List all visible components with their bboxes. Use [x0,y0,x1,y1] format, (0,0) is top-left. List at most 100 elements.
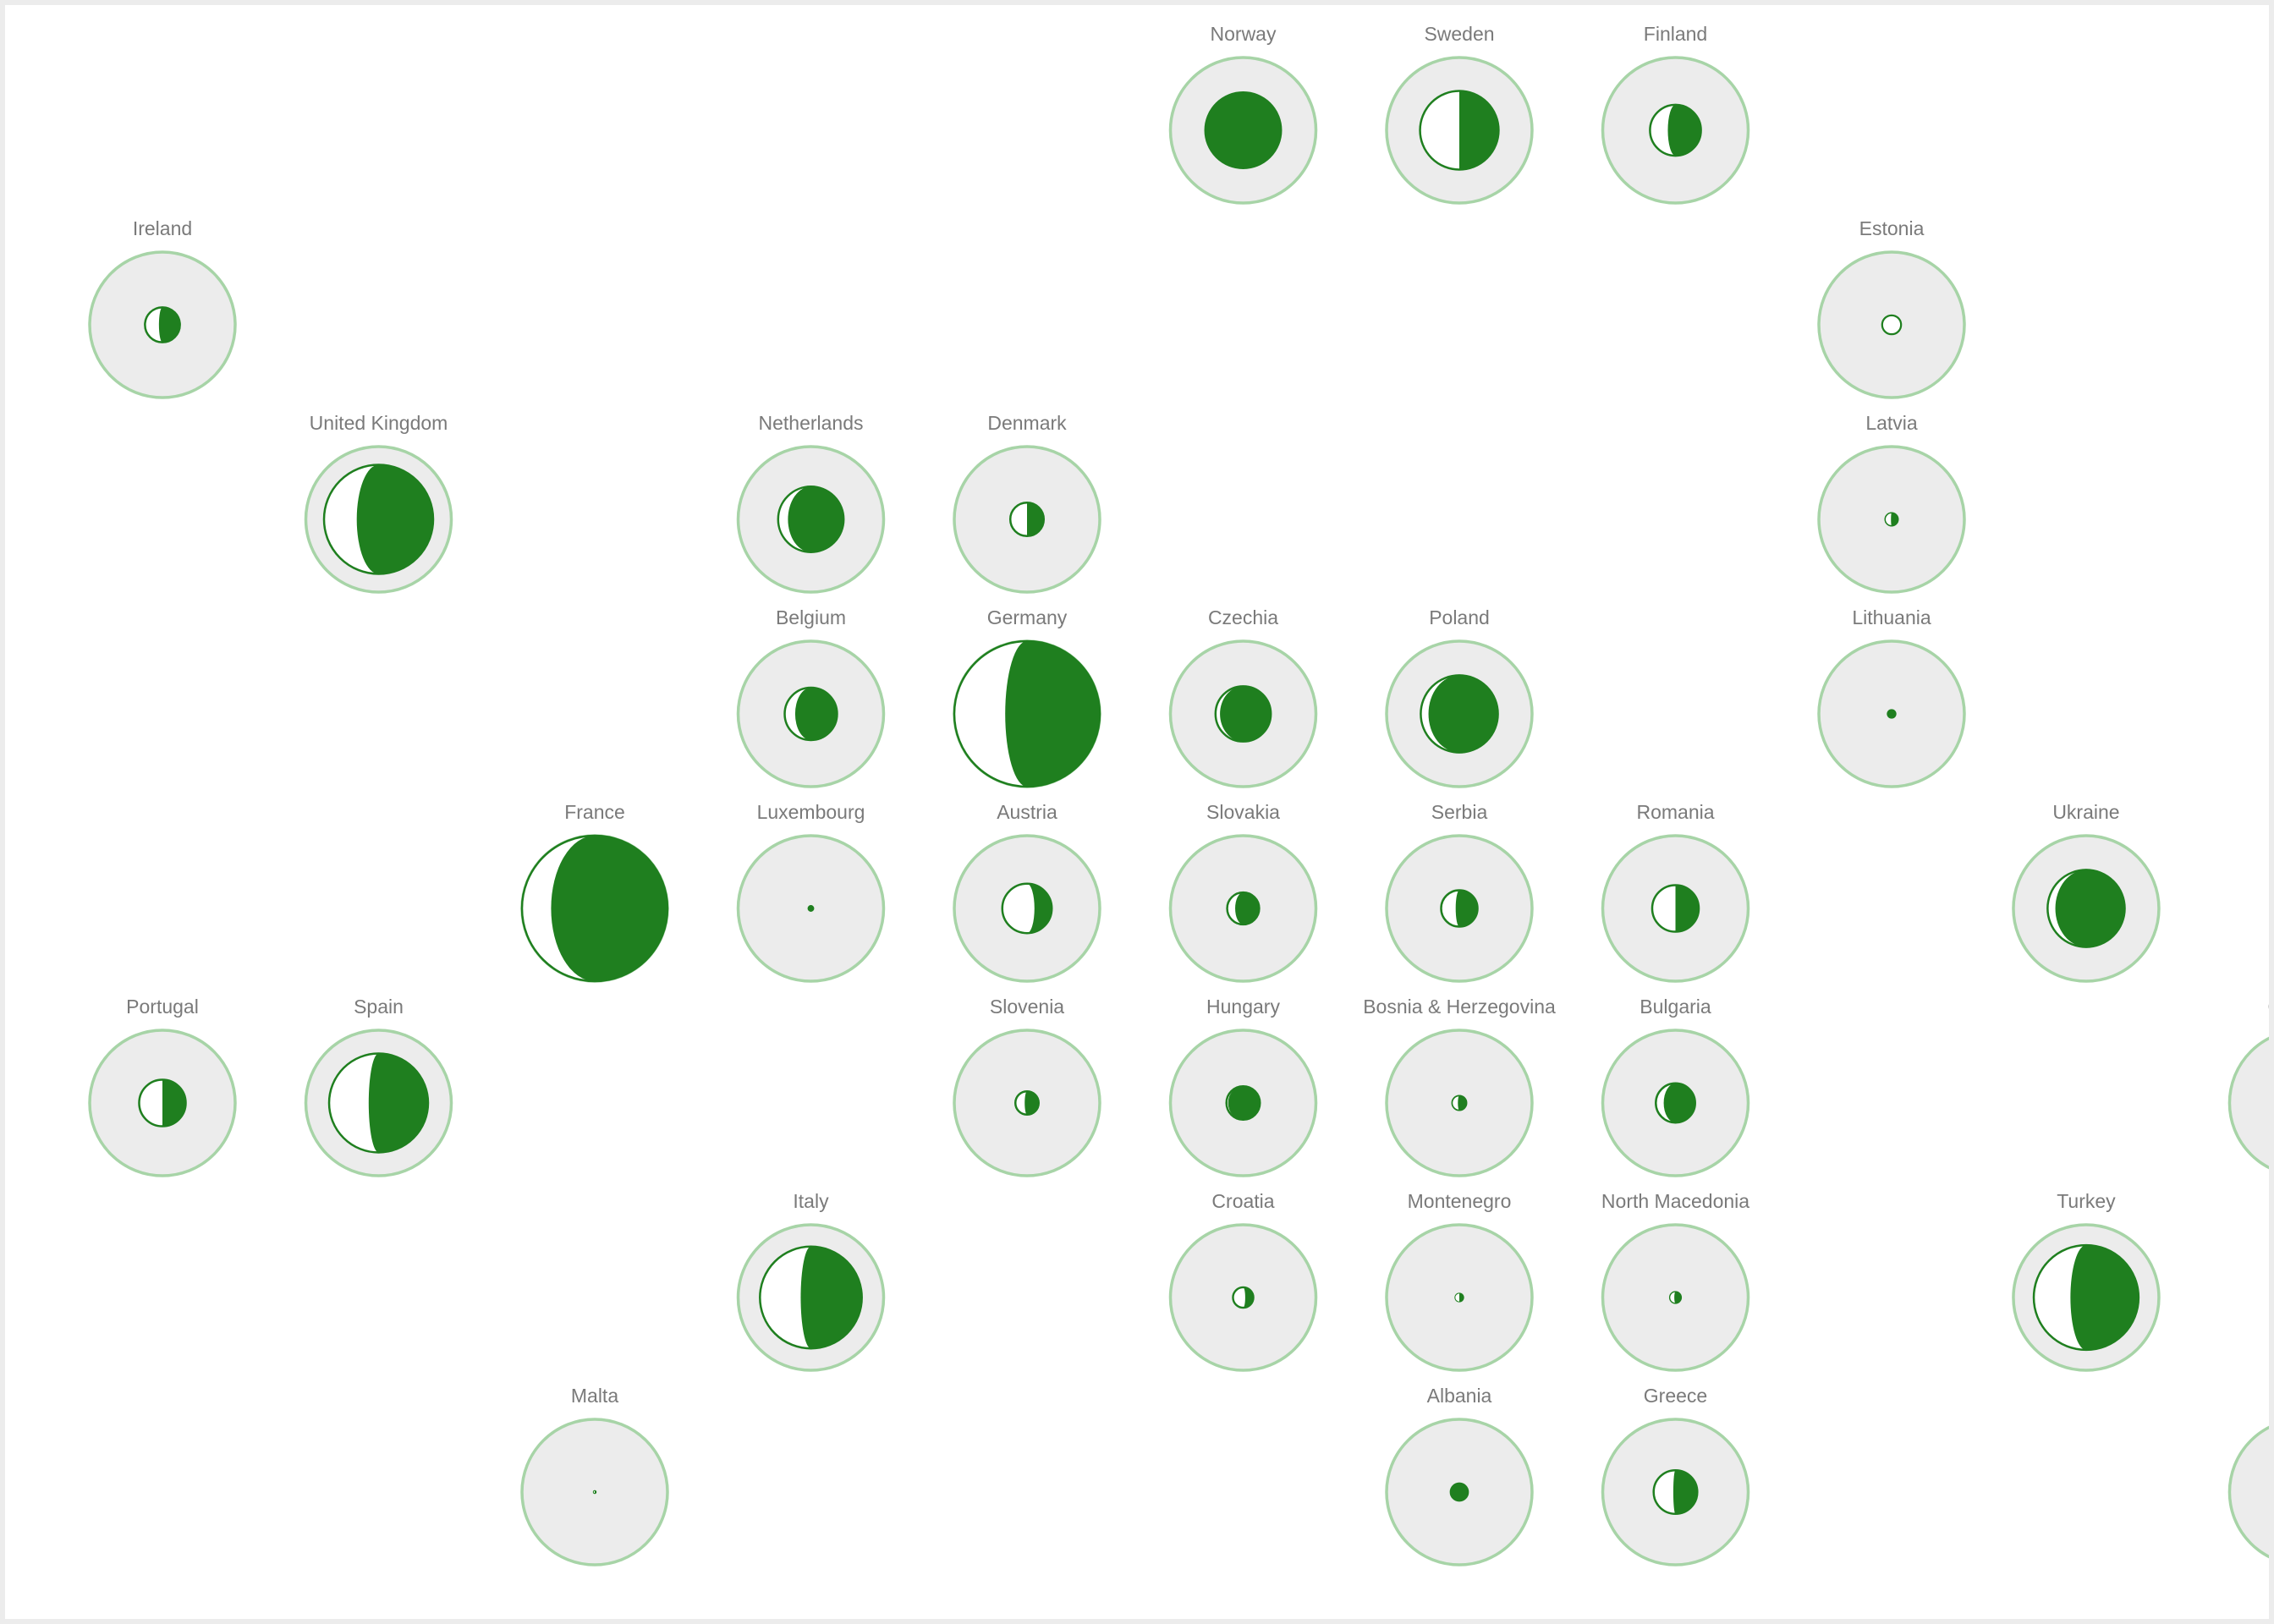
value-share [1455,890,1478,927]
country-tile-slovenia: Slovenia [953,996,1101,1177]
value-share [808,905,814,912]
country-label: Poland [1429,606,1490,628]
value-circle [1881,314,1903,336]
country-label: Czechia [1208,606,1278,628]
country-tile-greece: Greece [1601,1385,1750,1566]
country-label: Greece [1644,1385,1707,1407]
country-tile-lithuania: Lithuania [1817,606,1966,788]
value-share [368,1053,428,1153]
country-label: France [564,801,625,823]
value-share [551,836,667,981]
country-label: Portugal [126,996,199,1018]
value-share [1024,1091,1039,1115]
value-share [1027,502,1044,536]
country-label: Lithuania [1852,606,1931,628]
country-label: Bulgaria [1640,996,1711,1018]
country-tile-norway: Norway [1168,23,1318,205]
country-label: United Kingdom [310,412,448,434]
country-label: Estonia [1859,217,1925,239]
value-share [1675,885,1700,932]
country-label: Denmark [987,412,1067,434]
country-label: North Macedonia [1601,1190,1749,1212]
country-tile-ireland: Ireland [88,217,237,399]
country-tile-estonia: Estonia [1817,217,1966,399]
country-label: Italy [793,1190,829,1212]
chart-frame: Norway Sweden Finland Ireland Estonia United … [5,5,2269,1619]
country-tile-spain: Spain [304,996,453,1177]
country-tile-ukraine: Ukraine [2012,801,2161,983]
country-label: Slovakia [1206,801,1280,823]
country-label: Croatia [1211,1190,1274,1212]
value-share [162,1079,186,1127]
value-share [800,1246,862,1349]
country-tile-hungary: Hungary [1168,996,1318,1177]
value-share [2055,870,2125,947]
value-share [1027,883,1052,934]
value-share [2070,1245,2139,1350]
country-label: Spain [354,996,404,1018]
country-tile-denmark: Denmark [953,412,1101,594]
country-label: Latvia [1865,412,1918,434]
country-tile-sweden: Sweden [1385,23,1534,205]
country-tile-georgia: Georgia [2227,996,2269,1170]
value-share [1450,1483,1469,1501]
country-tile-united-kingdom: United Kingdom [304,412,453,594]
country-tile-malta: Malta [520,1385,669,1566]
country-tile-poland: Poland [1385,606,1534,788]
country-label: Hungary [1206,996,1280,1018]
value-share [1005,641,1100,787]
country-tile-finland: Finland [1601,23,1750,205]
value-share [1459,1292,1464,1303]
country-label: Ukraine [2052,801,2119,823]
value-share [1673,1470,1698,1514]
value-share [1220,686,1272,742]
country-tile-portugal: Portugal [88,996,237,1177]
country-tile-albania: Albania [1385,1385,1534,1566]
country-label: Belgium [776,606,846,628]
country-tile-turkey: Turkey [2012,1190,2161,1372]
country-label: Ireland [133,217,192,239]
country-label: Norway [1211,23,1277,45]
country-tile-bulgaria: Bulgaria [1601,996,1750,1177]
country-label: Serbia [1431,801,1488,823]
country-label: Turkey [2057,1190,2116,1212]
country-label: Sweden [1424,23,1494,45]
country-tile-latvia: Latvia [1817,412,1966,594]
country-label: Albania [1427,1385,1492,1407]
country-tile-italy: Italy [736,1190,886,1372]
country-tile-bosnia-and-herzegovina: Bosnia & Herzegovina [1363,996,1556,1177]
value-share [1891,513,1898,526]
value-share [1667,104,1701,156]
value-share [595,1490,596,1494]
country-label: Austria [997,801,1057,823]
country-label: Netherlands [758,412,863,434]
value-share [158,307,180,343]
value-share [1243,1287,1254,1309]
tile-map-chart: Norway Sweden Finland Ireland Estonia United … [88,23,2269,1566]
country-tile-belgium: Belgium [736,606,886,788]
country-tile-croatia: Croatia [1168,1190,1318,1372]
country-tile-romania: Romania [1601,801,1750,983]
value-share [356,464,433,574]
country-label: Montenegro [1408,1190,1512,1212]
country-tile-austria: Austria [953,801,1101,983]
country-tile-slovakia: Slovakia [1168,801,1318,983]
country-tile-montenegro: Montenegro [1385,1190,1534,1372]
country-tile-germany: Germany [953,606,1101,788]
country-label: Finland [1644,23,1707,45]
tile-background [2227,1425,2269,1559]
country-tile-north-macedonia: North Macedonia [1601,1190,1749,1372]
value-share [1663,1083,1695,1123]
country-label: Slovenia [990,996,1064,1018]
value-share [1674,1292,1682,1303]
value-share [1887,709,1897,719]
country-label: Luxembourg [757,801,865,823]
value-share [1205,92,1282,168]
country-tile-cyprus: Cyprus [2227,1425,2269,1559]
value-share [1458,1095,1467,1111]
country-tile-czechia: Czechia [1168,606,1318,788]
country-tile-luxembourg: Luxembourg [736,801,886,983]
value-share [794,688,838,740]
country-label: Romania [1636,801,1714,823]
tile-background [2227,1036,2269,1170]
